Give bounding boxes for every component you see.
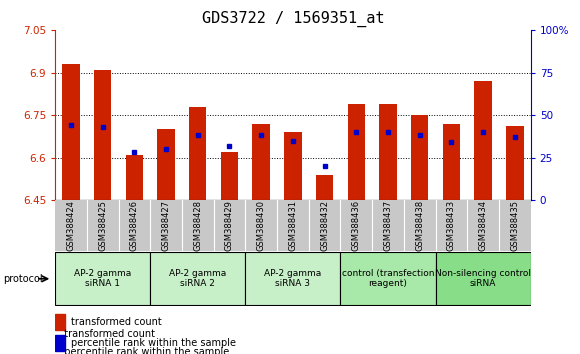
Text: GSM388430: GSM388430: [257, 200, 266, 251]
Bar: [62, 64, 79, 200]
Bar: [126, 155, 143, 200]
Bar: [506, 126, 524, 200]
Text: GSM388436: GSM388436: [352, 200, 361, 251]
Text: percentile rank within the sample: percentile rank within the sample: [58, 347, 229, 354]
Text: GSM388431: GSM388431: [288, 200, 298, 251]
Bar: [55, 252, 150, 305]
Bar: [245, 252, 340, 305]
Bar: [411, 115, 429, 200]
Bar: [221, 152, 238, 200]
Text: GSM388426: GSM388426: [130, 200, 139, 251]
Bar: [189, 107, 206, 200]
Bar: [347, 104, 365, 200]
Text: GSM388429: GSM388429: [225, 200, 234, 251]
Text: transformed count: transformed count: [71, 318, 162, 327]
Bar: [379, 104, 397, 200]
Bar: [150, 252, 245, 305]
Text: percentile rank within the sample: percentile rank within the sample: [71, 338, 236, 348]
Text: AP-2 gamma
siRNA 2: AP-2 gamma siRNA 2: [169, 269, 226, 289]
Text: GSM388432: GSM388432: [320, 200, 329, 251]
Text: protocol: protocol: [3, 274, 42, 284]
Text: AP-2 gamma
siRNA 3: AP-2 gamma siRNA 3: [264, 269, 321, 289]
Bar: [94, 70, 111, 200]
Text: GSM388434: GSM388434: [478, 200, 488, 251]
Text: Non-silencing control
siRNA: Non-silencing control siRNA: [435, 269, 531, 289]
Bar: [443, 124, 460, 200]
Text: GSM388435: GSM388435: [510, 200, 519, 251]
Bar: [284, 132, 302, 200]
Text: GSM388425: GSM388425: [98, 200, 107, 251]
Bar: [474, 81, 492, 200]
Bar: [340, 252, 436, 305]
Text: control (transfection
reagent): control (transfection reagent): [342, 269, 434, 289]
Text: GSM388428: GSM388428: [193, 200, 202, 251]
Bar: [436, 252, 531, 305]
Bar: [252, 124, 270, 200]
Bar: [157, 129, 175, 200]
Bar: [55, 314, 65, 331]
Text: GSM388433: GSM388433: [447, 200, 456, 251]
Text: GSM388427: GSM388427: [162, 200, 171, 251]
Text: AP-2 gamma
siRNA 1: AP-2 gamma siRNA 1: [74, 269, 131, 289]
Text: GSM388424: GSM388424: [67, 200, 75, 251]
Text: GSM388437: GSM388437: [383, 200, 393, 251]
Title: GDS3722 / 1569351_at: GDS3722 / 1569351_at: [202, 11, 384, 27]
Bar: [55, 335, 65, 351]
Text: transformed count: transformed count: [58, 329, 155, 339]
Text: GSM388438: GSM388438: [415, 200, 424, 251]
Bar: [316, 175, 334, 200]
